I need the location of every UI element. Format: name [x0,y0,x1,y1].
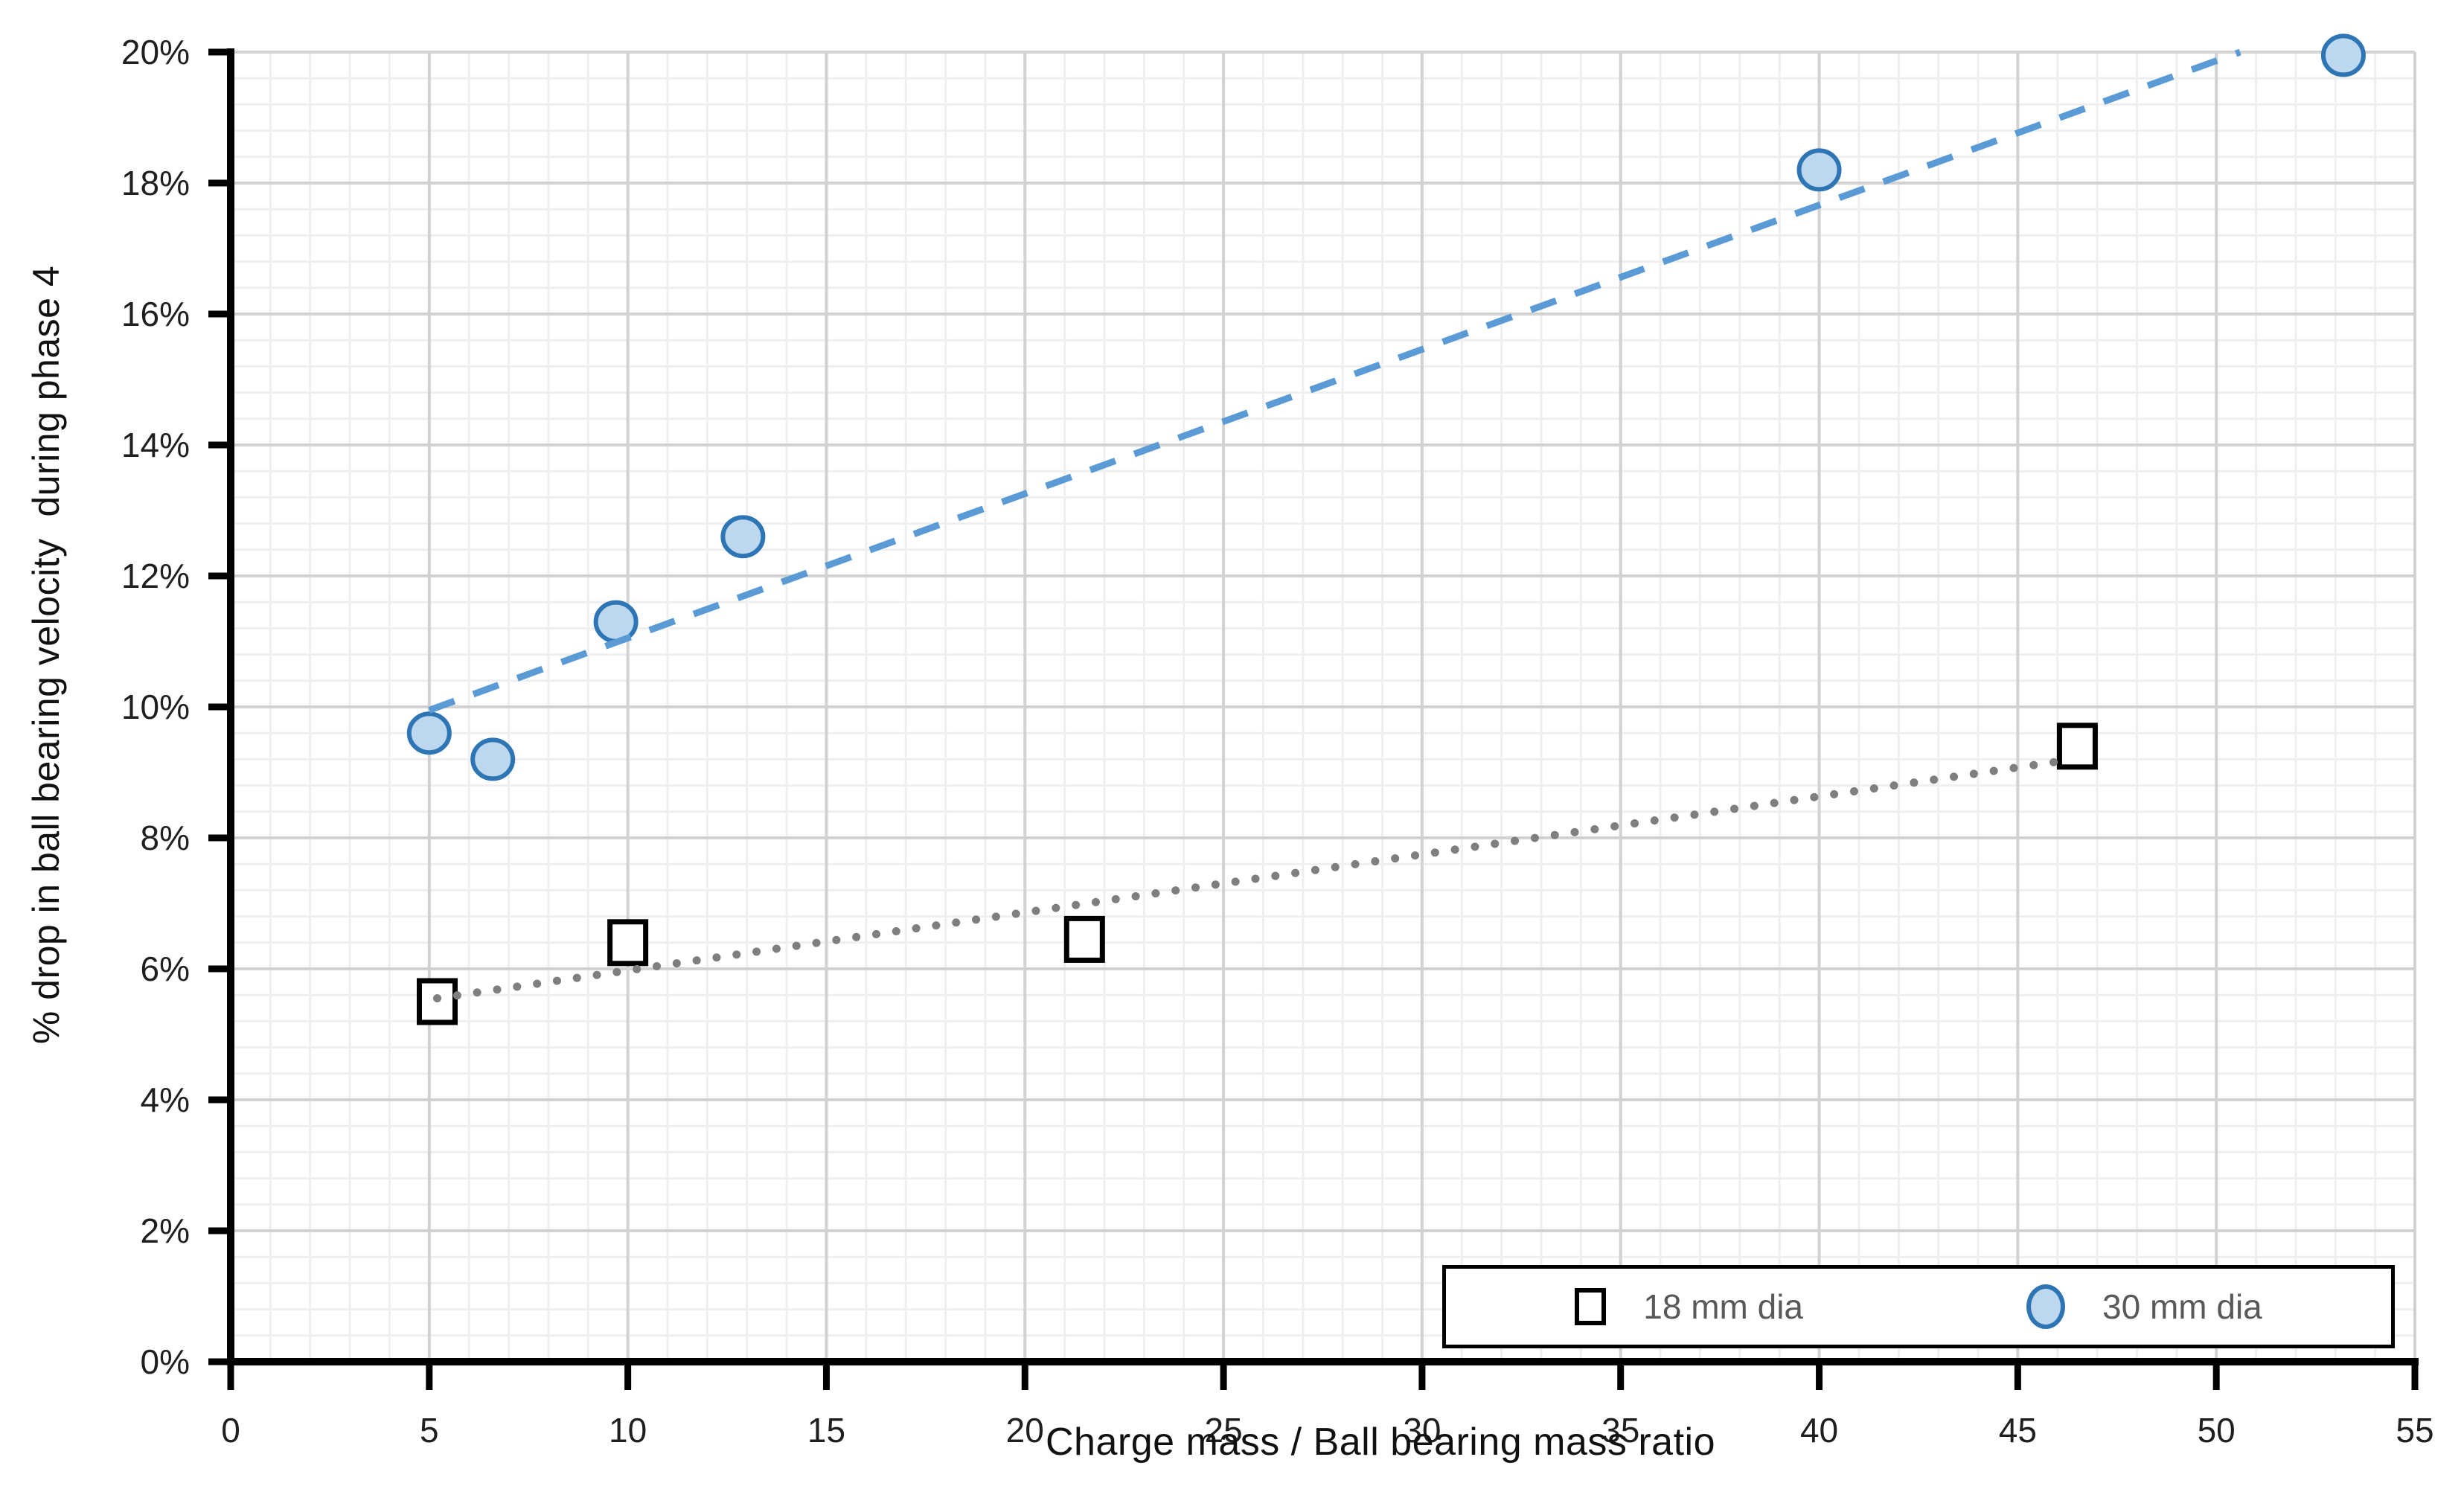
legend-entry-18mm: 18 mm dia [1575,1287,1803,1327]
data-point-30-mm-dia [470,737,516,781]
x-tick-label: 5 [420,1411,439,1450]
data-point-18-mm-dia [1063,915,1105,963]
y-tick-label: 10% [121,688,190,726]
data-point-30-mm-dia [720,515,766,559]
legend-label-18mm: 18 mm dia [1643,1287,1803,1326]
y-tick-label: 0% [141,1342,190,1381]
data-point-18-mm-dia [607,919,649,967]
x-tick-label: 55 [2396,1411,2433,1450]
y-tick-label: 14% [121,426,190,464]
data-point-18-mm-dia [2056,723,2098,770]
y-tick-label: 16% [121,295,190,333]
data-point-30-mm-dia [2320,33,2366,77]
x-tick-label: 20 [1006,1411,1044,1450]
x-tick-label: 35 [1601,1411,1639,1450]
trendline-30-mm-dia [428,48,2241,714]
y-tick-label: 18% [121,164,190,202]
y-tick-label: 8% [141,819,190,857]
trendline-18-mm-dia [432,755,2078,1003]
x-tick-label: 0 [221,1411,240,1450]
x-tick-label: 10 [609,1411,647,1450]
square-marker-icon [1575,1288,1607,1325]
x-tick-label: 40 [1800,1411,1838,1450]
data-point-30-mm-dia [406,711,452,755]
x-tick-label: 45 [1999,1411,2037,1450]
legend: 18 mm dia 30 mm dia [1442,1265,2395,1348]
circle-marker-icon [2026,1284,2065,1329]
data-point-30-mm-dia [1796,148,1842,192]
legend-label-30mm: 30 mm dia [2102,1287,2262,1326]
y-axis-title: % drop in ball bearing velocity during p… [25,265,67,1045]
x-tick-label: 50 [2198,1411,2236,1450]
y-tick-label: 12% [121,557,190,595]
legend-entry-30mm: 30 mm dia [2026,1284,2262,1329]
x-tick-label: 30 [1403,1411,1441,1450]
x-axis-title: Charge mass / Ball bearing mass ratio [1046,1421,1715,1464]
y-tick-label: 20% [121,33,190,71]
x-tick-label: 15 [807,1411,845,1450]
y-tick-label: 6% [141,949,190,988]
x-tick-label: 25 [1205,1411,1243,1450]
y-tick-label: 4% [141,1080,190,1119]
y-tick-label: 2% [141,1211,190,1250]
